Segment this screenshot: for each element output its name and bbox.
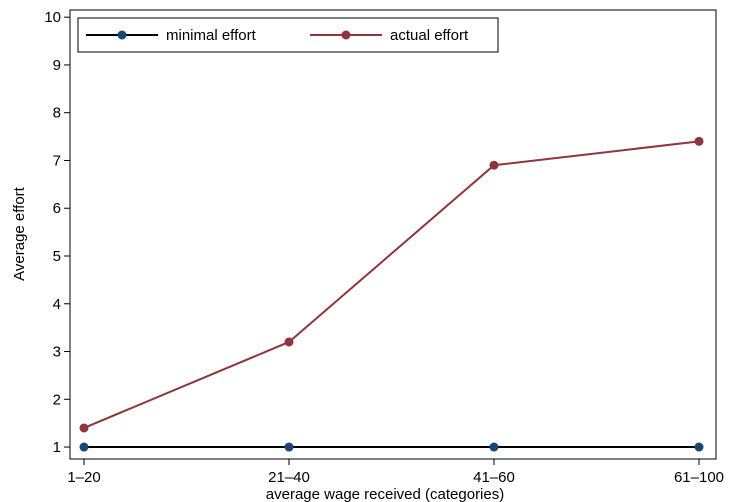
y-tick-label: 6 <box>53 200 61 217</box>
data-point <box>79 423 89 433</box>
x-axis-title: average wage received (categories) <box>266 486 504 502</box>
data-point <box>284 337 294 347</box>
y-tick-label: 4 <box>53 296 61 313</box>
data-point <box>694 136 704 146</box>
y-tick-label: 7 <box>53 152 61 169</box>
legend-label-1: minimal effort <box>166 27 257 44</box>
y-tick-label: 10 <box>44 9 61 26</box>
data-point <box>489 442 499 452</box>
legend-marker-2 <box>341 30 351 40</box>
legend: minimal effort actual effort <box>77 17 499 53</box>
series-layer <box>79 136 704 452</box>
series-line-2 <box>83 140 700 429</box>
x-tick-label: 21–40 <box>268 469 310 486</box>
y-tick-label: 9 <box>53 57 61 74</box>
y-tick-label: 5 <box>53 248 61 265</box>
x-tick-label: 41–60 <box>473 469 515 486</box>
data-point <box>284 442 294 452</box>
data-point <box>694 442 704 452</box>
x-axis-ticks: 1–20 21–40 41–60 61–100 <box>67 459 724 486</box>
data-point <box>79 442 89 452</box>
y-tick-label: 3 <box>53 344 61 361</box>
x-tick-label: 1–20 <box>67 469 100 486</box>
data-point <box>489 160 499 170</box>
y-tick-label: 2 <box>53 391 61 408</box>
legend-marker-1 <box>117 30 127 40</box>
y-tick-label: 1 <box>53 439 61 456</box>
y-tick-label: 8 <box>53 105 61 122</box>
plot-frame <box>69 9 717 460</box>
y-axis-title: Average effort <box>11 186 28 281</box>
y-axis-ticks: 1 2 3 4 5 6 7 8 9 10 <box>44 9 70 456</box>
legend-label-2: actual effort <box>390 27 469 44</box>
x-tick-label: 61–100 <box>674 469 724 486</box>
